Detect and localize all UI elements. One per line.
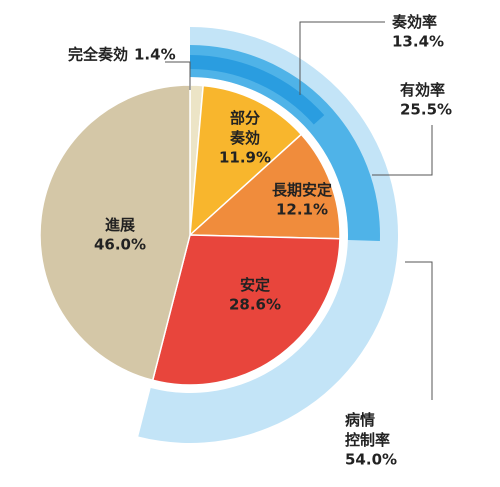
ring-arc [190, 55, 325, 125]
slice-label: 長期安定 [272, 181, 332, 199]
leader-line [372, 125, 433, 176]
pie-slice [189, 84, 303, 237]
ring-label-value: 54.0% [345, 451, 397, 469]
slice-label-value: 28.6% [229, 296, 281, 314]
slice-label-value: 1.4% [134, 46, 176, 64]
slice-label: 安定 [240, 276, 270, 294]
ring-label-value: 25.5% [400, 101, 452, 119]
slice-label: 部分奏効 [229, 109, 260, 147]
slice-label-value: 12.1% [276, 201, 328, 219]
pie-slice [151, 234, 341, 386]
pie-slice [39, 84, 191, 382]
slice-label-value: 46.0% [94, 236, 146, 254]
leader-line [405, 261, 433, 400]
leader-line [165, 61, 191, 90]
pie-slice [188, 133, 341, 240]
leader-line [299, 21, 385, 95]
slice-label: 進展 [105, 216, 135, 234]
ring-label: 病情控制率 [345, 411, 390, 449]
slice-label: 完全奏効 [68, 46, 128, 64]
ring-label: 有効率 [400, 81, 445, 99]
slice-label-value: 11.9% [219, 149, 271, 167]
ring-label-value: 13.4% [392, 33, 444, 51]
ring-label: 奏効率 [391, 13, 437, 31]
